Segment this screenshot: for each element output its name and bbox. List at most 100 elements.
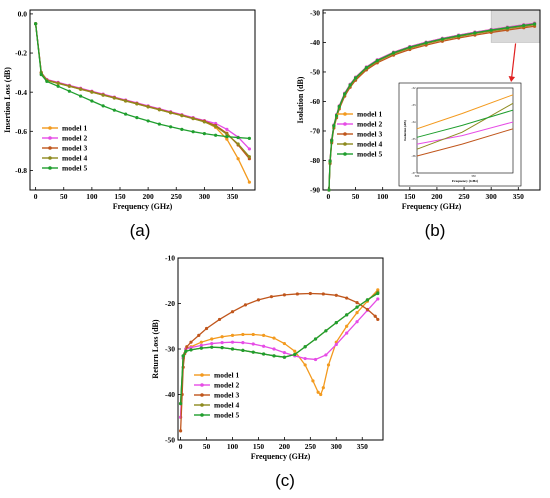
data-point: [169, 111, 173, 115]
data-point: [34, 22, 38, 26]
series-line: [179, 292, 379, 404]
series-model-5: [34, 22, 251, 140]
inset-y-axis-title: Isolation (dB): [403, 119, 407, 140]
legend-label: model 3: [62, 144, 87, 153]
x-tick-label: 250: [171, 192, 183, 201]
series-line: [34, 23, 250, 139]
data-point: [269, 295, 274, 299]
x-tick-label: 100: [86, 192, 98, 201]
data-point: [489, 28, 493, 32]
y-tick-label: -70: [310, 127, 320, 136]
data-point: [199, 346, 203, 350]
data-point: [101, 104, 105, 108]
data-point: [225, 132, 229, 136]
y-axis-title: Insertion Loss (dB): [3, 67, 12, 133]
data-point: [241, 332, 245, 337]
data-point: [365, 307, 370, 312]
data-point: [236, 135, 240, 140]
data-point: [457, 34, 461, 38]
data-point: [282, 293, 286, 297]
data-point: [189, 348, 193, 352]
data-point: [56, 84, 60, 88]
inset-frame: [416, 87, 514, 174]
panel-caption: (c): [275, 471, 295, 490]
data-point: [247, 136, 251, 140]
data-point: [230, 333, 235, 337]
series-model-1: [178, 288, 380, 419]
inset-series-line: [416, 121, 514, 145]
data-point: [303, 356, 307, 361]
y-tick-label: -30: [310, 9, 320, 18]
legend-swatch-marker: [200, 383, 204, 387]
data-point: [236, 157, 240, 161]
x-tick-label: 150: [253, 442, 265, 451]
x-tick-label: 150: [404, 192, 416, 201]
y-tick-label: -80: [310, 156, 320, 165]
data-point: [217, 317, 222, 322]
x-tick-label: 50: [203, 442, 211, 451]
data-point: [295, 292, 299, 296]
data-point: [293, 349, 297, 353]
data-point: [328, 159, 332, 163]
series-model-3: [178, 291, 380, 433]
data-point: [180, 114, 184, 118]
legend-label: model 2: [357, 120, 382, 129]
data-point: [505, 26, 510, 30]
data-point: [251, 350, 255, 354]
chart-b: 0 50 100 150 200 250 300 350 -30 -40 -50 -60 -70 -80 -…: [296, 9, 541, 240]
data-point: [364, 65, 368, 70]
data-point: [330, 138, 334, 143]
x-tick-label: 200: [143, 192, 155, 201]
inset-y-tick-label: -35: [412, 137, 416, 141]
legend-swatch-marker: [48, 146, 52, 150]
data-point: [214, 133, 218, 137]
inset-y-tick-label: -34: [412, 120, 416, 124]
data-point: [272, 336, 276, 340]
y-tick-label: -40: [310, 38, 320, 47]
series-line: [179, 298, 379, 418]
plot-frame: [322, 9, 541, 191]
data-point: [202, 120, 206, 124]
data-point: [321, 386, 325, 390]
data-point: [251, 332, 255, 337]
legend-swatch-marker: [48, 166, 52, 170]
legend-swatch-marker: [48, 126, 52, 130]
inset-y-tick-label: -36: [412, 154, 416, 158]
legend-swatch-marker: [200, 413, 204, 417]
data-point: [241, 348, 245, 352]
inset-series-line: [416, 109, 514, 138]
data-point: [181, 354, 185, 358]
x-tick-label: 0: [327, 192, 331, 201]
y-tick-label: -0.6: [15, 127, 27, 136]
data-point: [272, 347, 276, 351]
data-point: [376, 297, 380, 301]
data-point: [146, 105, 150, 109]
data-point: [157, 122, 161, 126]
x-tick-label: 0: [179, 442, 183, 451]
data-point: [337, 104, 341, 109]
data-point: [348, 83, 352, 87]
data-point: [146, 119, 150, 123]
x-axis-title: Frequency (GHz): [251, 452, 311, 461]
legend-swatch-marker: [343, 122, 347, 126]
data-point: [225, 127, 229, 131]
data-point: [191, 130, 195, 134]
data-point: [241, 341, 245, 345]
data-point: [334, 342, 338, 347]
data-point: [184, 349, 188, 353]
zoom-arrow: [510, 43, 517, 79]
y-tick-label: -50: [310, 68, 320, 77]
data-point: [376, 291, 380, 296]
data-point: [169, 125, 173, 129]
data-point: [191, 116, 195, 121]
data-point: [375, 58, 379, 63]
data-point: [247, 147, 251, 151]
legend-label: model 5: [214, 411, 239, 420]
data-point: [440, 37, 444, 41]
series-model-4: [34, 22, 251, 159]
data-point: [67, 89, 71, 93]
inset-x-tick-label: 350: [471, 174, 476, 178]
y-axis-title: Return Loss (dB): [151, 319, 160, 378]
legend-label: model 1: [357, 110, 382, 119]
legend-label: model 5: [62, 164, 87, 173]
